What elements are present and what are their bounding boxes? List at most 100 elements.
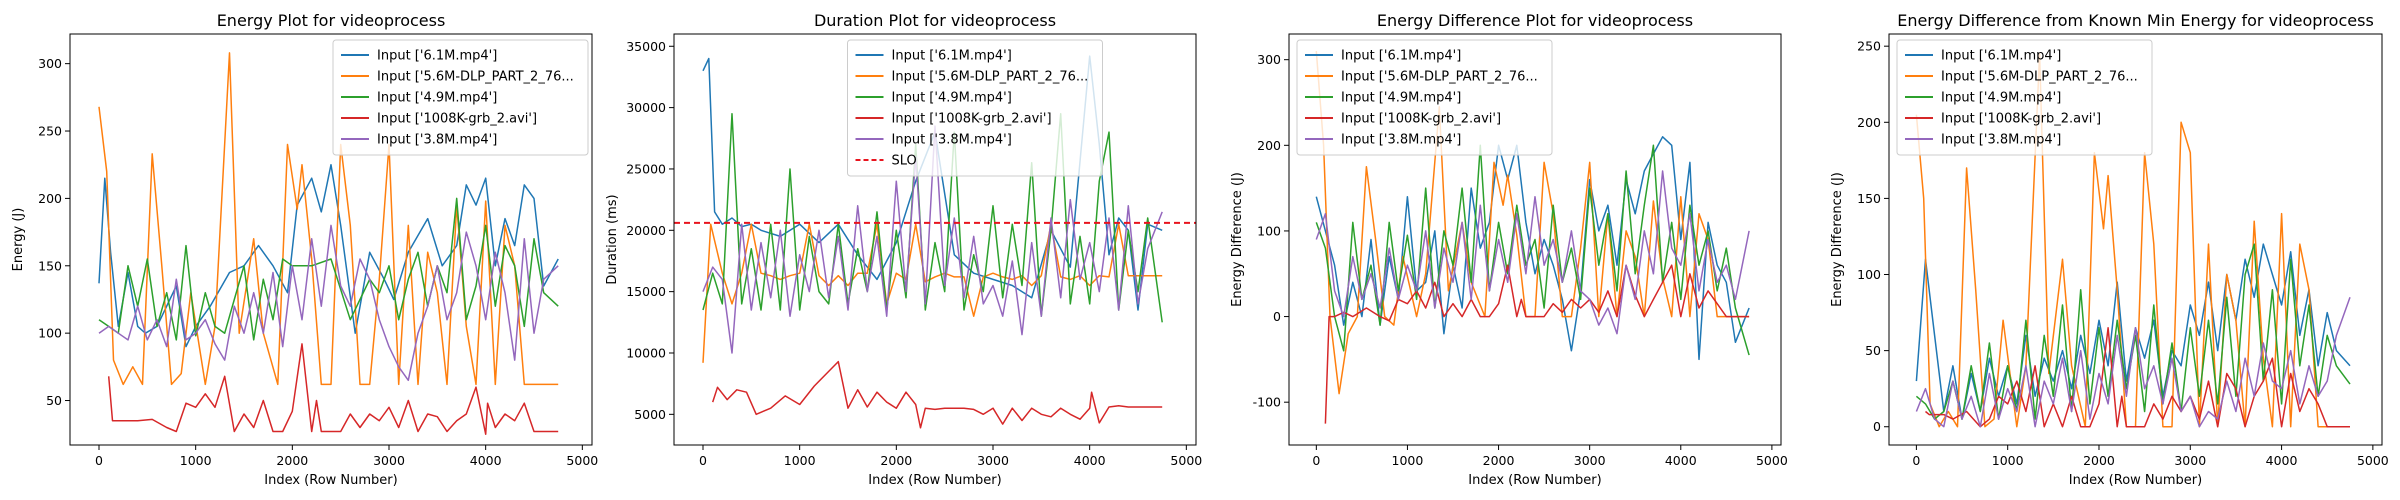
legend-label: Input ['6.1M.mp4']	[1941, 49, 2061, 64]
legend-label: Input ['6.1M.mp4']	[377, 49, 497, 64]
x-tick-label: 1000	[784, 453, 816, 468]
y-tick-label: 50	[46, 393, 62, 408]
legend-label: Input ['5.6M-DLP_PART_2_76...	[892, 70, 1089, 85]
y-tick-label: 25000	[626, 161, 666, 176]
legend: Input ['6.1M.mp4'] Input ['5.6M-DLP_PART_…	[847, 39, 1103, 177]
y-tick-label: 300	[38, 56, 62, 71]
legend-label: Input ['1008K-grb_2.avi']	[1341, 112, 1501, 127]
series-line-1	[1915, 243, 2351, 420]
legend-box	[847, 39, 1103, 177]
legend-label: Input ['5.6M-DLP_PART_2_76...	[377, 70, 574, 85]
y-tick-label: 35000	[626, 39, 666, 54]
series-line-4	[107, 343, 559, 435]
legend-label: Input ['1008K-grb_2.avi']	[892, 112, 1052, 127]
chart-title: Energy Difference from Known Min Energy …	[1897, 11, 2374, 30]
series-line-4	[711, 360, 1163, 429]
y-tick-label: 20000	[626, 223, 666, 238]
x-tick-label: 4000	[2266, 453, 2298, 468]
legend-label: Input ['3.8M.mp4']	[1941, 133, 2061, 148]
y-axis-label: Energy Difference (J)	[1830, 172, 1845, 307]
legend-label: Input ['1008K-grb_2.avi']	[377, 112, 537, 127]
y-tick-label: 250	[38, 124, 62, 139]
legend-box	[332, 39, 589, 156]
plot-area	[98, 52, 559, 435]
y-tick-label: 150	[1857, 191, 1881, 206]
series-line-5	[702, 125, 1163, 354]
legend: Input ['6.1M.mp4'] Input ['5.6M-DLP_PART_…	[1896, 39, 2153, 156]
legend-label: Input ['6.1M.mp4']	[892, 49, 1012, 64]
y-tick-label: 50	[1865, 343, 1881, 358]
legend-label: Input ['4.9M.mp4']	[1341, 91, 1461, 106]
plot-area	[1315, 51, 1750, 424]
x-tick-label: 0	[699, 453, 707, 468]
legend-label: Input ['5.6M-DLP_PART_2_76...	[1341, 70, 1538, 85]
axes-frame	[1888, 33, 2383, 446]
y-tick-label: 300	[1257, 52, 1281, 67]
x-tick-label: 4000	[470, 453, 502, 468]
series-line-2	[98, 52, 559, 386]
x-axis-label: Index (Row Number)	[1468, 473, 1601, 488]
series-line-3	[98, 197, 559, 341]
x-tick-label: 4000	[1074, 453, 1106, 468]
y-tick-label: 150	[38, 258, 62, 273]
legend-label: Input ['3.8M.mp4']	[892, 133, 1012, 148]
series-line-3	[702, 112, 1163, 323]
series-line-5	[1315, 170, 1750, 335]
legend-label: Input ['5.6M-DLP_PART_2_76...	[1941, 70, 2138, 85]
y-tick-label: 100	[1857, 267, 1881, 282]
legend-label: Input ['4.9M.mp4']	[377, 91, 497, 106]
y-tick-label: 30000	[626, 100, 666, 115]
x-tick-label: 1000	[1392, 453, 1424, 468]
chart-panel-3: Energy Difference Plot for videoprocess 0…	[1230, 11, 1788, 488]
y-tick-label: -100	[1253, 395, 1281, 410]
x-axis-label: Index (Row Number)	[868, 473, 1001, 488]
y-tick-label: 250	[1857, 39, 1881, 54]
series-line-1	[98, 163, 559, 348]
x-tick-label: 5000	[566, 453, 598, 468]
y-tick-label: 5000	[634, 407, 666, 422]
x-tick-label: 1000	[1992, 453, 2024, 468]
legend-label: Input ['3.8M.mp4']	[377, 133, 497, 148]
x-tick-label: 3000	[1574, 453, 1606, 468]
legend-label: Input ['4.9M.mp4']	[1941, 91, 2061, 106]
x-tick-label: 1000	[180, 453, 212, 468]
x-tick-label: 2000	[880, 453, 912, 468]
series-line-1	[1315, 136, 1750, 361]
chart-panel-1: Energy Plot for videoprocess 0 1000 2000 300…	[11, 11, 598, 488]
legend-label: Input ['3.8M.mp4']	[1341, 133, 1461, 148]
x-tick-label: 0	[1912, 453, 1920, 468]
series-line-4	[1925, 327, 2350, 428]
axes-frame	[69, 33, 593, 446]
x-tick-label: 3000	[373, 453, 405, 468]
y-axis-label: Energy (J)	[11, 208, 26, 272]
series-line-4	[1324, 264, 1750, 424]
x-tick-label: 4000	[1665, 453, 1697, 468]
legend: Input ['6.1M.mp4'] Input ['5.6M-DLP_PART_…	[1296, 39, 1553, 156]
plot-area	[1915, 53, 2351, 428]
legend-box	[1896, 39, 2153, 156]
y-tick-label: 15000	[626, 284, 666, 299]
series-line-5	[98, 224, 559, 382]
legend: Input ['6.1M.mp4'] Input ['5.6M-DLP_PART_…	[332, 39, 589, 156]
y-axis-label: Energy Difference (J)	[1230, 172, 1245, 307]
y-tick-label: 100	[38, 326, 62, 341]
series-line-5	[1915, 297, 2351, 428]
legend-label: Input ['1008K-grb_2.avi']	[1941, 112, 2101, 127]
legend-label: Input ['4.9M.mp4']	[892, 91, 1012, 106]
x-tick-label: 2000	[2083, 453, 2115, 468]
x-tick-label: 3000	[2174, 453, 2206, 468]
y-tick-label: 0	[1273, 309, 1281, 324]
x-axis-label: Index (Row Number)	[264, 473, 397, 488]
y-axis-label: Duration (ms)	[605, 194, 620, 284]
chart-title: Energy Plot for videoprocess	[217, 11, 446, 30]
legend-label: SLO	[892, 154, 917, 169]
x-tick-label: 0	[1312, 453, 1320, 468]
chart-panel-2: Duration Plot for videoprocess 0 1000 2000 3…	[605, 11, 1202, 488]
chart-title: Duration Plot for videoprocess	[814, 11, 1056, 30]
axes-frame	[1288, 33, 1782, 446]
y-tick-label: 200	[38, 191, 62, 206]
y-tick-label: 100	[1257, 223, 1281, 238]
x-axis-label: Index (Row Number)	[2069, 473, 2202, 488]
x-tick-label: 2000	[1483, 453, 1515, 468]
